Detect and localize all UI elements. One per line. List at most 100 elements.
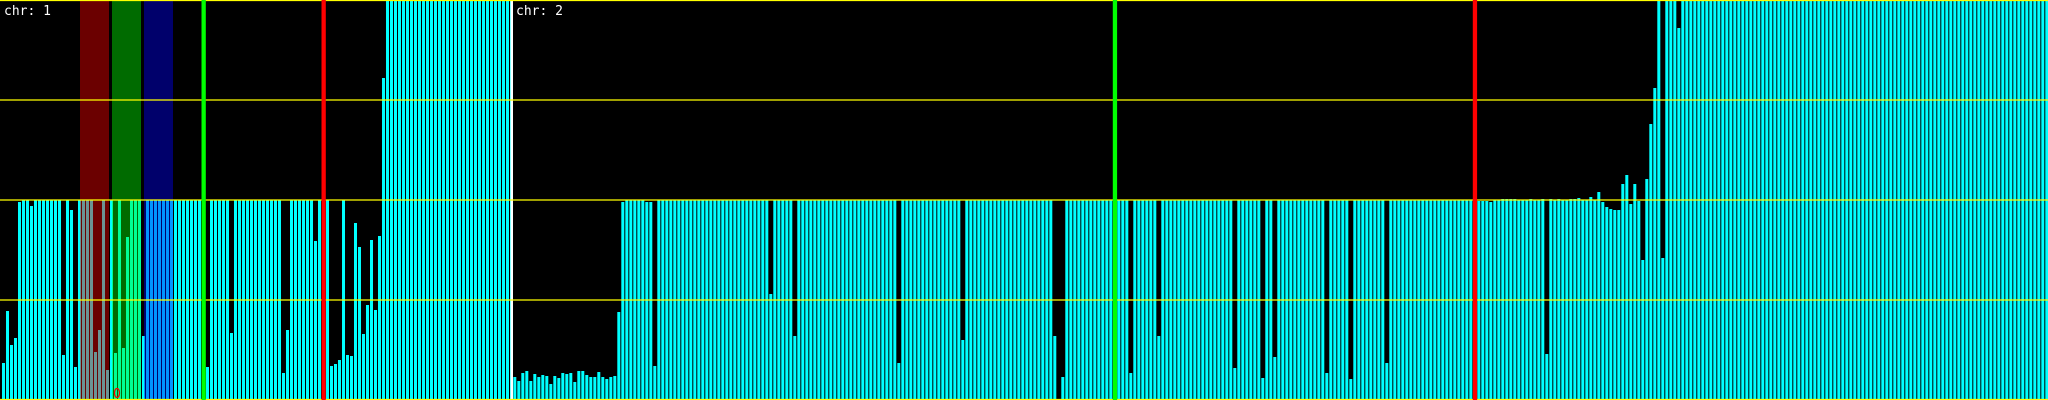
bar-chr2 [573,382,577,400]
bar-chr1 [142,336,145,400]
bar-chr2 [585,375,589,400]
bar-chr2 [609,377,613,400]
bar-chr2 [1613,210,1617,400]
bar-chr2 [1325,373,1329,400]
bar-chr2 [1545,354,1549,400]
bar-chr1 [314,241,317,400]
bar-chr1 [334,364,337,400]
bar-chr2 [961,340,965,400]
marker-line-red [1472,0,1478,400]
bar-chr1 [2,363,5,400]
bar-chr2 [581,371,585,400]
bar-chr1 [366,305,369,400]
bar-chr2 [1641,260,1645,400]
bar-chr2 [769,294,773,400]
bar-chr1 [62,355,65,400]
bar-chr2 [521,373,525,400]
bar-chr2 [1617,210,1621,400]
marker-line-red [321,0,326,400]
bar-chr1 [362,334,365,400]
bar-chr2 [1625,175,1629,400]
bar-chr2 [1589,197,1593,400]
bar-chr2 [1061,377,1065,400]
bar-chr1 [358,247,361,400]
bar-chr1 [14,338,17,400]
bar-chr2 [529,381,533,400]
bar-chr2 [1577,198,1581,400]
bar-chr1 [338,360,341,400]
bar-chr2 [1633,184,1637,400]
bar-chr2 [525,371,529,400]
bar-chr2 [1261,378,1265,400]
bar-chr2 [1649,124,1653,400]
bar-chr2 [601,377,605,400]
bar-chr1 [374,310,377,400]
bar-chr1 [126,237,129,400]
bar-chr2 [545,376,549,400]
bar-chr1 [70,210,73,400]
bar-chr1 [350,356,353,400]
bar-chr2 [653,366,657,400]
bar-chr2 [517,381,521,400]
bar-chr1 [282,373,285,400]
bar-chr1 [346,355,349,400]
bar-chr2 [645,202,649,400]
bar-chr2 [589,377,593,400]
bar-chr2 [1645,179,1649,400]
bar-chr1 [106,370,109,400]
bar-chr2 [1677,28,1681,400]
bar-chr2 [605,379,609,400]
bar-chr1 [286,330,289,400]
bar-chr2 [561,373,565,400]
bar-chr1 [94,352,97,400]
bar-chr2 [593,377,597,400]
bar-chr2 [537,377,541,400]
bar-chr1 [370,240,373,400]
bar-chr2 [793,336,797,400]
bar-chr2 [897,363,901,400]
bar-chr2 [649,202,653,400]
bar-chr2 [565,374,569,400]
bar-chr2 [569,373,573,400]
bar-chr1 [330,366,333,400]
bar-chr2 [1053,336,1057,400]
bar-chr2 [1273,357,1277,400]
bar-chr2 [1601,202,1605,400]
bar-chr2 [1129,373,1133,400]
bar-chr1 [98,330,101,400]
bar-chr1 [206,367,209,400]
bar-chr1 [122,348,125,400]
bar-chr1 [74,367,77,400]
bar-chr2 [1385,363,1389,400]
bar-chr1 [18,202,21,400]
bar-chr2 [1609,209,1613,400]
chr-2-label: chr: 2 [516,4,563,19]
bar-chr2 [1233,368,1237,400]
bar-chr2 [1157,336,1161,400]
bar-chr2 [621,202,625,400]
bar-chr2 [577,371,581,400]
bar-chr1 [10,345,13,400]
bar-chr1 [382,78,385,400]
bar-chr2 [533,374,537,400]
bar-chr1 [378,236,381,400]
bar-chr2 [557,378,561,400]
bar-chr2 [1597,192,1601,400]
bar-chr2 [513,377,517,400]
chr-1-label: chr: 1 [4,4,51,19]
point-marker [113,387,121,399]
bar-chr2 [549,384,553,400]
marker-line-green [1112,0,1118,400]
bar-chr2 [1605,207,1609,400]
bar-chr2 [1489,202,1493,400]
bar-chr1 [6,311,9,400]
bar-chr2 [1653,88,1657,400]
bar-chr2 [1621,184,1625,400]
bar-chr2 [1349,379,1353,400]
bar-chr2 [553,376,557,400]
bar-chr2 [597,372,601,400]
bar-chr2 [617,312,621,400]
bar-chr1 [354,223,357,400]
bar-chr2 [541,375,545,400]
